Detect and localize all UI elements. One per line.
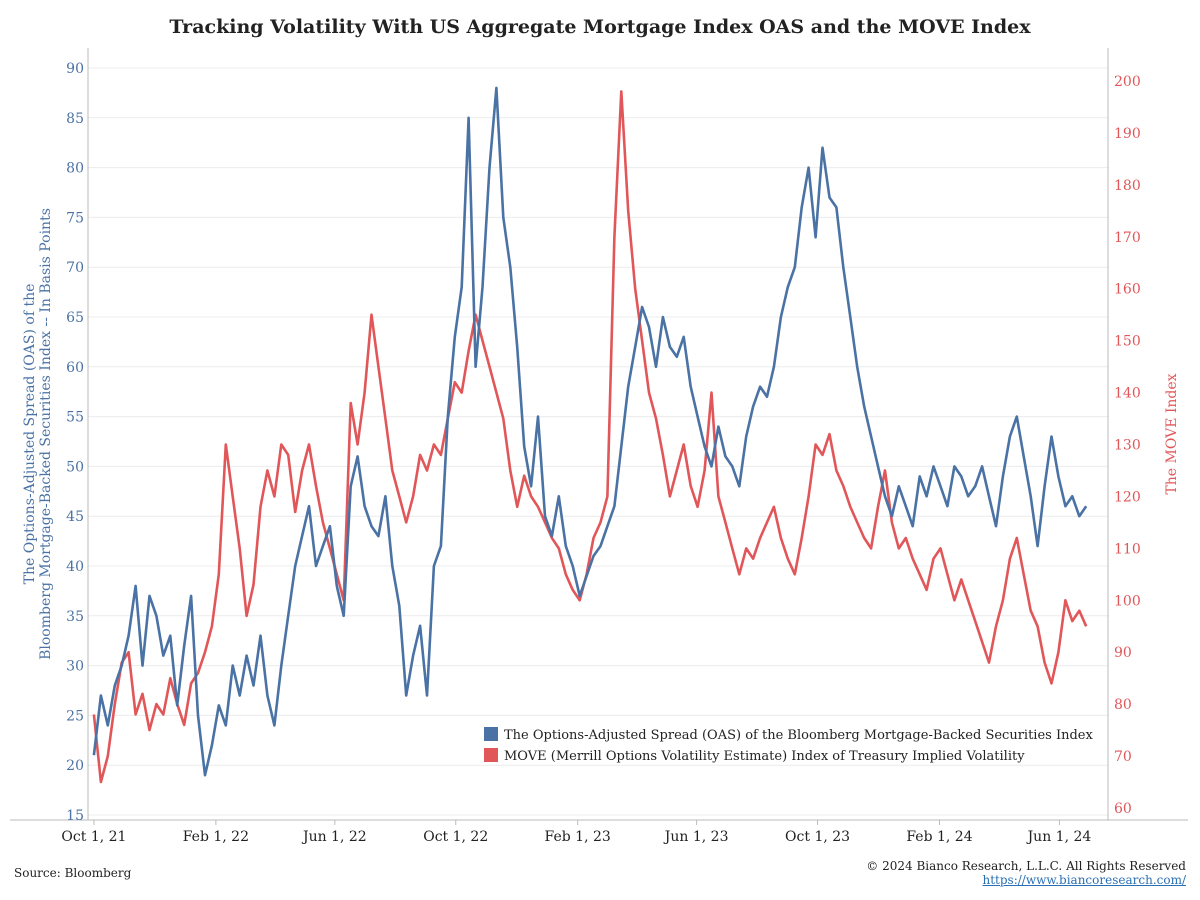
x-tick-label: Feb 1, 23 <box>545 829 611 845</box>
legend-label: The Options-Adjusted Spread (OAS) of the… <box>504 728 1093 743</box>
x-tick-label: Oct 1, 22 <box>423 829 488 845</box>
source-note: Source: Bloomberg <box>14 866 132 880</box>
y-left-title-line: The Options-Adjusted Spread (OAS) of the <box>22 284 38 585</box>
x-tick-label: Feb 1, 22 <box>183 829 249 845</box>
y-left-tick-label: 20 <box>66 758 84 774</box>
y-left-tick-label: 75 <box>66 210 84 226</box>
y-right-tick-label: 110 <box>1114 541 1141 557</box>
x-tick-label: Feb 1, 24 <box>906 829 972 845</box>
y-left-tick-label: 65 <box>66 310 84 326</box>
x-tick-label: Jun 1, 22 <box>301 829 367 845</box>
y-right-tick-label: 100 <box>1114 593 1141 609</box>
x-tick-label: Oct 1, 23 <box>785 829 850 845</box>
website-link[interactable]: https://www.biancoresearch.com/ <box>982 873 1186 887</box>
copyright-note: © 2024 Bianco Research, L.L.C. All Right… <box>866 859 1186 873</box>
y-right-tick-label: 130 <box>1114 438 1141 454</box>
chart-title: Tracking Volatility With US Aggregate Mo… <box>169 16 1031 38</box>
y-right-tick-label: 80 <box>1114 697 1132 713</box>
y-right-tick-label: 150 <box>1114 334 1141 350</box>
y-right-tick-label: 170 <box>1114 230 1141 246</box>
y-right-tick-label: 140 <box>1114 386 1141 402</box>
x-tick-label: Jun 1, 24 <box>1026 829 1092 845</box>
x-tick-label: Jun 1, 23 <box>663 829 729 845</box>
y-right-tick-label: 160 <box>1114 282 1141 298</box>
y-right-tick-label: 60 <box>1114 801 1132 817</box>
oas-series-line <box>92 86 1088 777</box>
legend-swatch <box>484 748 498 762</box>
y-right-tick-label: 200 <box>1114 74 1141 90</box>
y-left-tick-label: 25 <box>66 708 84 724</box>
y-left-tick-label: 70 <box>66 260 84 276</box>
y-left-tick-label: 30 <box>66 659 84 675</box>
y-left-title-line: Bloomberg Mortgage-Backed Securities Ind… <box>38 208 54 660</box>
y-left-tick-label: 15 <box>66 808 84 824</box>
y-right-tick-label: 190 <box>1114 126 1141 142</box>
x-tick-label: Oct 1, 21 <box>61 829 126 845</box>
y-left-tick-label: 90 <box>66 61 84 77</box>
y-left-tick-label: 40 <box>66 559 84 575</box>
y-right-title: The MOVE Index <box>1164 373 1180 494</box>
y-right-tick-label: 70 <box>1114 749 1132 765</box>
y-right-tick-label: 180 <box>1114 178 1141 194</box>
move-series-line <box>92 90 1088 784</box>
y-left-tick-label: 80 <box>66 161 84 177</box>
y-left-tick-label: 60 <box>66 360 84 376</box>
y-right-tick-label: 120 <box>1114 489 1141 505</box>
legend-swatch <box>484 727 498 741</box>
y-left-tick-label: 35 <box>66 609 84 625</box>
y-left-tick-label: 55 <box>66 410 84 426</box>
y-left-tick-label: 85 <box>66 111 84 127</box>
y-right-tick-label: 90 <box>1114 645 1132 661</box>
y-left-tick-label: 45 <box>66 509 84 525</box>
y-left-tick-label: 50 <box>66 459 84 475</box>
legend-label: MOVE (Merrill Options Volatility Estimat… <box>504 749 1025 764</box>
